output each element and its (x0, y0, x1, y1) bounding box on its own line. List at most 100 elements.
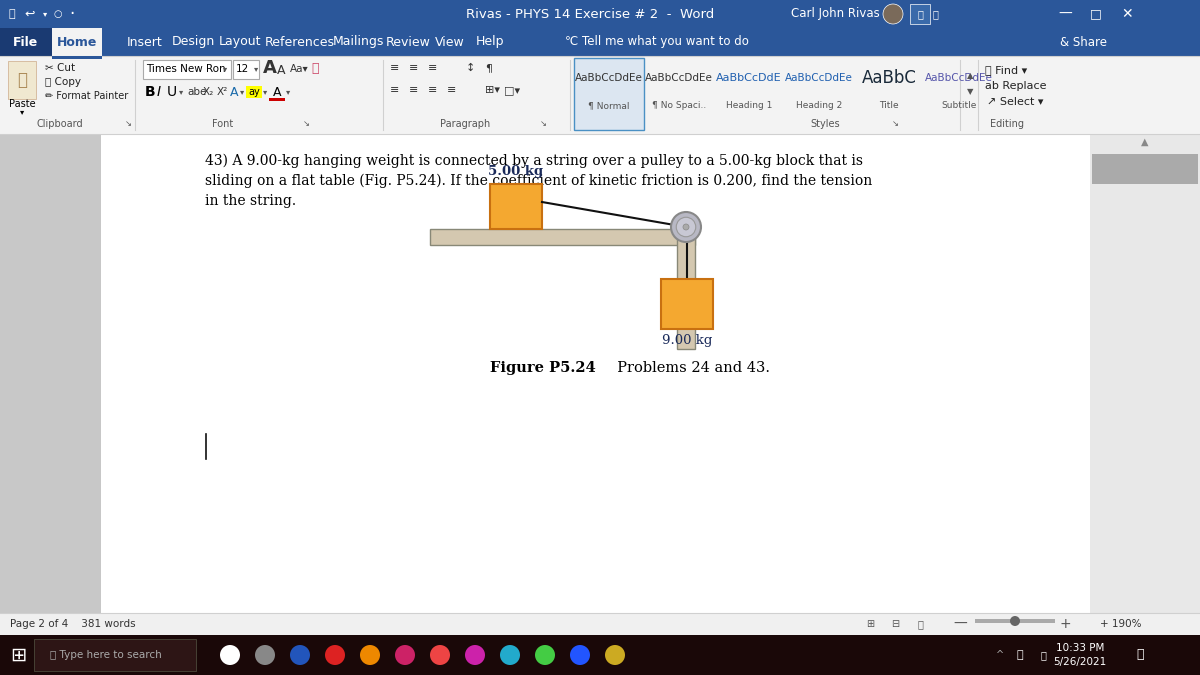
Text: Layout: Layout (218, 36, 262, 49)
Text: Insert: Insert (127, 36, 163, 49)
Text: ↘: ↘ (302, 119, 310, 128)
Circle shape (256, 645, 275, 665)
Text: AaBbCcDdE: AaBbCcDdE (716, 73, 782, 83)
Bar (661, 279, 713, 329)
Bar (1090, 134, 1200, 613)
Text: ≡: ≡ (446, 85, 456, 95)
Text: 📋 Copy: 📋 Copy (46, 77, 82, 87)
Text: ⬛: ⬛ (917, 9, 923, 19)
Text: 10:33 PM: 10:33 PM (1056, 643, 1104, 653)
Text: ▾: ▾ (43, 9, 47, 18)
Circle shape (883, 4, 904, 24)
Text: ·: · (70, 5, 74, 23)
Circle shape (395, 645, 415, 665)
Text: AaBbCcDdEe: AaBbCcDdEe (575, 73, 643, 83)
Text: ⊞▾: ⊞▾ (485, 85, 500, 95)
Bar (430, 229, 695, 245)
Text: ▲: ▲ (1141, 137, 1148, 147)
Text: ⊞: ⊞ (866, 619, 874, 629)
Text: View: View (436, 36, 464, 49)
Text: Heading 2: Heading 2 (796, 101, 842, 111)
Text: Clipboard: Clipboard (37, 119, 83, 129)
Text: 📋: 📋 (17, 71, 28, 89)
Text: +: + (1060, 617, 1070, 631)
Text: X²: X² (217, 87, 228, 97)
Text: ≡: ≡ (390, 85, 400, 95)
Text: ¶: ¶ (485, 63, 492, 73)
Text: Styles: Styles (810, 119, 840, 129)
Text: Problems 24 and 43.: Problems 24 and 43. (607, 361, 769, 375)
Text: Paste: Paste (8, 99, 35, 109)
Circle shape (535, 645, 554, 665)
Circle shape (325, 645, 346, 665)
Text: ○: ○ (54, 9, 62, 19)
Text: abe: abe (187, 87, 206, 97)
Text: ▾: ▾ (179, 88, 184, 97)
Text: 立: 立 (1136, 649, 1144, 662)
Circle shape (683, 224, 689, 230)
Circle shape (570, 645, 590, 665)
Bar (0, 613, 1200, 635)
Text: ≡: ≡ (409, 85, 419, 95)
Text: ▼: ▼ (967, 88, 973, 97)
Circle shape (290, 645, 310, 665)
Text: ↗ Select ▾: ↗ Select ▾ (986, 97, 1044, 107)
FancyBboxPatch shape (34, 639, 196, 671)
Text: Times New Ron: Times New Ron (146, 64, 226, 74)
Text: 🖫: 🖫 (8, 9, 16, 19)
Text: 🔲: 🔲 (917, 619, 923, 629)
Text: ▾: ▾ (286, 88, 290, 97)
Text: Page 2 of 4    381 words: Page 2 of 4 381 words (10, 619, 136, 629)
Text: A: A (263, 59, 277, 77)
Text: References: References (265, 36, 335, 49)
Text: ↘: ↘ (892, 119, 899, 128)
Text: ✏ Format Painter: ✏ Format Painter (46, 91, 128, 101)
Bar (8, 61, 36, 99)
Text: ≡: ≡ (428, 85, 437, 95)
Circle shape (605, 645, 625, 665)
Text: AaBbC: AaBbC (862, 69, 917, 87)
Bar (52, 28, 102, 56)
Text: Help: Help (475, 36, 504, 49)
Text: & Share: & Share (1060, 36, 1108, 49)
Text: ↕: ↕ (466, 63, 475, 73)
Text: AaBbCcDdEe: AaBbCcDdEe (646, 73, 713, 83)
Bar (1092, 154, 1198, 184)
Circle shape (671, 212, 701, 242)
Text: Design: Design (172, 36, 215, 49)
Bar (677, 229, 695, 349)
Text: Subtitle: Subtitle (941, 101, 977, 111)
Text: —: — (1058, 7, 1072, 21)
Bar (269, 98, 286, 101)
Text: 🔍 Type here to search: 🔍 Type here to search (50, 650, 162, 660)
Bar (910, 4, 930, 24)
Text: Carl John Rivas: Carl John Rivas (791, 7, 880, 20)
Text: 📶: 📶 (1040, 650, 1046, 660)
Text: ^: ^ (996, 650, 1004, 660)
Circle shape (1010, 616, 1020, 626)
Text: 43) A 9.00-kg hanging weight is connected by a string over a pulley to a 5.00-kg: 43) A 9.00-kg hanging weight is connecte… (205, 154, 863, 168)
Text: ℃ Tell me what you want to do: ℃ Tell me what you want to do (565, 36, 749, 49)
Text: A: A (277, 63, 286, 76)
Text: 🔍 Find ▾: 🔍 Find ▾ (985, 65, 1027, 75)
Bar (52, 56, 102, 59)
Text: ay: ay (248, 87, 260, 97)
Text: ⊞: ⊞ (10, 645, 26, 664)
Circle shape (466, 645, 485, 665)
Text: ⬛: ⬛ (932, 9, 938, 19)
Text: + 190%: + 190% (1100, 619, 1141, 629)
Text: ↘: ↘ (540, 119, 546, 128)
Text: Paragraph: Paragraph (440, 119, 490, 129)
FancyBboxPatch shape (233, 60, 259, 79)
Bar (0, 28, 52, 56)
Text: 5.00 kg: 5.00 kg (488, 165, 544, 178)
Text: ≡: ≡ (390, 63, 400, 73)
FancyBboxPatch shape (143, 60, 230, 79)
Text: 🔊: 🔊 (1016, 650, 1024, 660)
Text: Aa▾: Aa▾ (290, 64, 308, 74)
Text: ab Replace: ab Replace (985, 81, 1046, 91)
Text: sliding on a flat table (Fig. P5.24). If the coefficient of kinetic friction is : sliding on a flat table (Fig. P5.24). If… (205, 174, 872, 188)
Text: ▾: ▾ (254, 65, 258, 74)
Text: I: I (157, 85, 161, 99)
Text: ¶ Normal: ¶ Normal (588, 101, 630, 111)
